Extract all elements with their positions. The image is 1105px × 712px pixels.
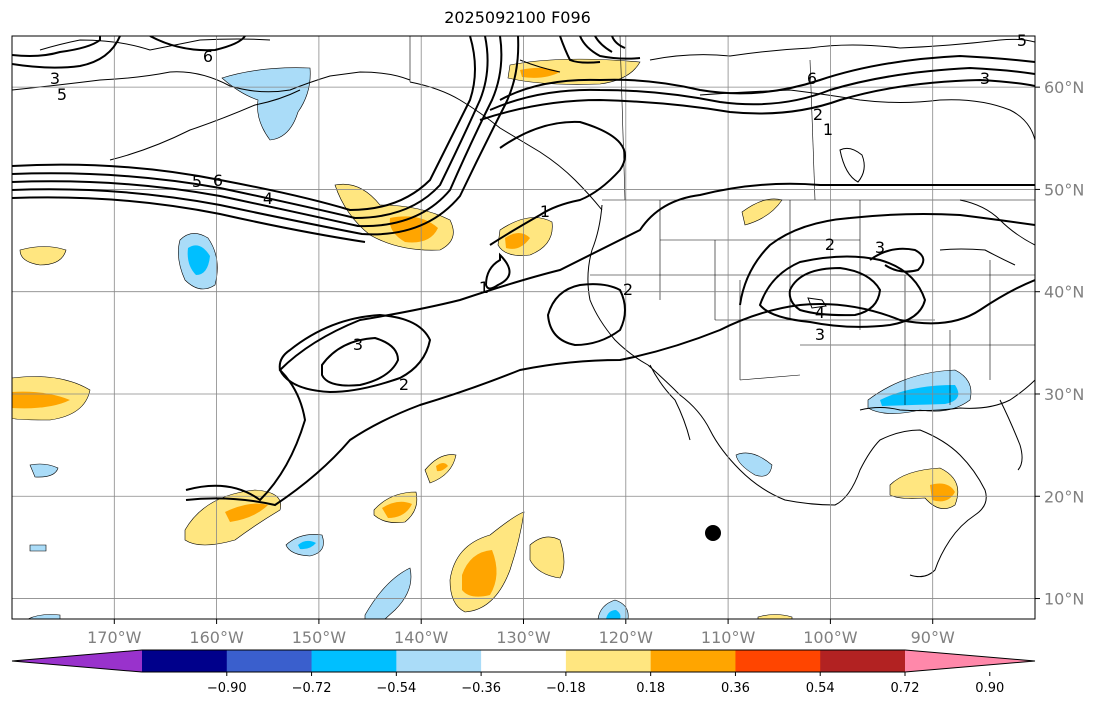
lon-tick-label: 150°W (292, 628, 347, 647)
lon-tick-label: 120°W (599, 628, 654, 647)
positive-anomaly-region (507, 58, 641, 85)
negative-anomaly-region (29, 544, 47, 552)
positive-anomaly-region (12, 376, 91, 421)
contour-label: 3 (875, 238, 885, 257)
contour-label: 2 (813, 105, 823, 124)
lat-tick-label: 30°N (1044, 385, 1084, 404)
contour-label: 3 (50, 69, 60, 88)
colorbar-segment (226, 650, 313, 672)
lat-tick-label: 20°N (1044, 487, 1084, 506)
contour-label: 4 (263, 189, 273, 208)
colorbar-segment (142, 650, 228, 672)
colorbar: −0.90 −0.72 −0.54 −0.36 −0.18 0.18 0.36 0.54 0.7… (11, 649, 1036, 696)
colorbar-segment (650, 650, 736, 672)
contour-label: 6 (203, 47, 213, 66)
negative-anomaly-region (27, 614, 61, 619)
lon-tick-label: 90°W (911, 628, 955, 647)
negative-anomaly-region (221, 67, 311, 141)
colorbar-tick-label: 0.72 (891, 681, 920, 696)
colorbar-extend-high (905, 650, 1035, 672)
latitude-axis: 60°N 50°N 40°N 30°N 20°N 10°N (1035, 78, 1084, 609)
negative-anomaly-region (285, 534, 324, 557)
colorbar-segment (820, 650, 906, 672)
station-marker (705, 525, 721, 541)
lat-tick-label: 50°N (1044, 180, 1084, 199)
lat-tick-label: 40°N (1044, 283, 1084, 302)
colorbar-tick-label: −0.54 (376, 681, 416, 696)
height-contours (12, 36, 1035, 507)
lon-tick-label: 140°W (394, 628, 449, 647)
contour-labels: 3 4 5 6 6 5 3 6 2 1 5 6 4 1 1 2 3 2 2 3 … (50, 31, 1027, 394)
positive-anomaly-region (19, 246, 67, 266)
lon-tick-label: 130°W (496, 628, 551, 647)
positive-anomaly-region (889, 467, 959, 510)
negative-anomaly-region (867, 369, 972, 414)
colorbar-segment (481, 650, 567, 672)
negative-anomaly-region (29, 463, 59, 478)
contour-label: 3 (815, 325, 825, 344)
lon-tick-label: 170°W (87, 628, 142, 647)
lat-tick-label: 60°N (1044, 78, 1084, 97)
contour-label: 2 (623, 280, 633, 299)
shaded-fields (12, 58, 972, 619)
colorbar-tick-label: 0.18 (636, 681, 665, 696)
negative-anomaly-region (364, 567, 412, 619)
colorbar-tick-label: 0.54 (806, 681, 835, 696)
longitude-axis: 170°W 160°W 150°W 140°W 130°W 120°W 110°W 100°W… (87, 619, 955, 647)
lon-tick-label: 100°W (803, 628, 858, 647)
lon-tick-label: 110°W (701, 628, 756, 647)
contour-label: 1 (479, 278, 489, 297)
contour-label: 4 (815, 303, 825, 322)
colorbar-segment (735, 650, 821, 672)
contour-label: 1 (823, 120, 833, 139)
contour-label: 6 (213, 171, 223, 190)
colorbar-tick-label: −0.18 (546, 681, 586, 696)
gridlines (12, 36, 1035, 619)
contour-label: 3 (353, 335, 363, 354)
lat-tick-label: 10°N (1044, 590, 1084, 609)
map-title: 2025092100 F096 (444, 8, 591, 27)
contour-label: 6 (807, 69, 817, 88)
contour-label: 5 (192, 172, 202, 191)
positive-anomaly-region (529, 536, 565, 579)
contour-label: 3 (980, 69, 990, 88)
contour-label: 5 (1017, 31, 1027, 50)
negative-anomaly-region (735, 452, 773, 477)
colorbar-tick-label: −0.36 (461, 681, 501, 696)
positive-anomaly-region (424, 454, 457, 484)
colorbar-segment (311, 650, 397, 672)
colorbar-segment (565, 650, 652, 672)
lon-tick-label: 160°W (189, 628, 244, 647)
contour-label: 2 (825, 235, 835, 254)
colorbar-tick-label: −0.72 (292, 681, 332, 696)
colorbar-segment (396, 650, 482, 672)
colorbar-tick-label: −0.90 (207, 681, 247, 696)
map-area (12, 36, 1035, 619)
contour-label: 1 (540, 202, 550, 221)
contour-label: 5 (57, 85, 67, 104)
negative-anomaly-region (178, 233, 218, 290)
colorbar-tick-label: 0.90 (975, 681, 1004, 696)
positive-anomaly-region (449, 511, 525, 613)
colorbar-tick-label: 0.36 (721, 681, 750, 696)
colorbar-outline (11, 649, 1036, 673)
contour-label: 2 (399, 375, 409, 394)
colorbar-extend-low (12, 650, 142, 672)
negative-anomaly-region (597, 599, 629, 619)
